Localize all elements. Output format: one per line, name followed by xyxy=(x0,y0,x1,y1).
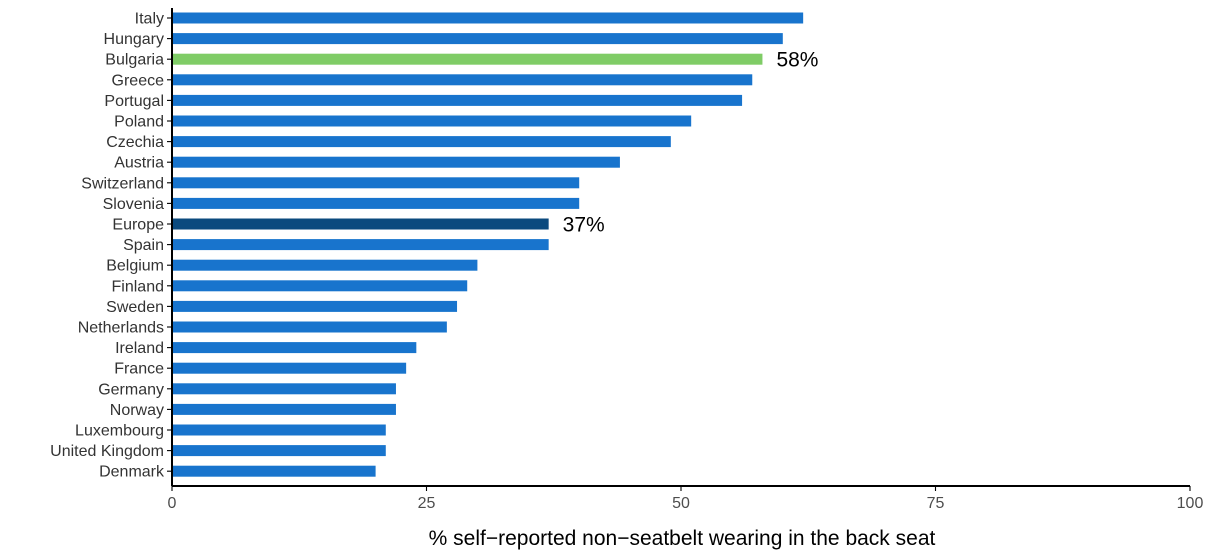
y-tick-label-switzerland: Switzerland xyxy=(81,175,164,192)
bar-luxembourg xyxy=(172,424,386,436)
x-axis: 0 25 50 75 100 xyxy=(168,485,1204,512)
bar-greece xyxy=(172,74,753,86)
y-tick-label-sweden: Sweden xyxy=(106,299,164,316)
bar-belgium xyxy=(172,259,478,271)
bar-hungary xyxy=(172,33,783,45)
y-tick-label-poland: Poland xyxy=(114,114,164,131)
y-tick-label-hungary: Hungary xyxy=(104,31,164,48)
y-tick-label-luxembourg: Luxembourg xyxy=(75,423,164,440)
data-label-europe: 37% xyxy=(563,214,605,237)
bar-portugal xyxy=(172,94,743,106)
x-axis-label: % self−reported non−seatbelt wearing in … xyxy=(429,527,936,550)
bar-austria xyxy=(172,156,620,168)
bar-czechia xyxy=(172,136,671,148)
bar-norway xyxy=(172,403,396,415)
bar-netherlands xyxy=(172,321,447,333)
y-tick-label-finland: Finland xyxy=(112,278,164,295)
bar-ireland xyxy=(172,342,417,354)
y-tick-label-belgium: Belgium xyxy=(106,258,164,275)
bars-group xyxy=(172,12,804,477)
y-tick-label-netherlands: Netherlands xyxy=(78,320,164,337)
y-tick-label-norway: Norway xyxy=(110,402,164,419)
data-label-bulgaria: 58% xyxy=(776,49,818,72)
bar-switzerland xyxy=(172,177,580,189)
y-axis: Italy Hungary Bulgaria Greece Portugal Poland… xyxy=(50,8,173,486)
bar-finland xyxy=(172,280,468,292)
x-tick-label-0: 0 xyxy=(168,495,177,512)
bar-germany xyxy=(172,383,396,395)
x-tick-label-25: 25 xyxy=(418,495,436,512)
bar-france xyxy=(172,362,407,374)
x-tick-label-75: 75 xyxy=(927,495,945,512)
x-tick-label-100: 100 xyxy=(1177,495,1204,512)
y-tick-label-united-kingdom: United Kingdom xyxy=(50,443,164,460)
y-tick-label-greece: Greece xyxy=(112,72,165,89)
y-tick-label-slovenia: Slovenia xyxy=(103,196,164,213)
data-labels-group: 58% 37% xyxy=(563,49,819,237)
y-tick-label-austria: Austria xyxy=(114,155,164,172)
y-tick-label-spain: Spain xyxy=(123,237,164,254)
y-tick-label-portugal: Portugal xyxy=(104,93,164,110)
bar-sweden xyxy=(172,300,458,312)
bar-spain xyxy=(172,239,549,251)
y-tick-label-europe: Europe xyxy=(112,217,164,234)
bar-poland xyxy=(172,115,692,127)
bar-slovenia xyxy=(172,197,580,209)
x-tick-label-50: 50 xyxy=(672,495,690,512)
y-tick-label-bulgaria: Bulgaria xyxy=(105,52,164,69)
y-tick-label-denmark: Denmark xyxy=(99,464,165,481)
bar-denmark xyxy=(172,465,376,477)
bar-europe xyxy=(172,218,549,230)
y-tick-label-france: France xyxy=(114,361,164,378)
y-tick-label-ireland: Ireland xyxy=(115,340,164,357)
bar-united-kingdom xyxy=(172,445,386,457)
y-tick-label-germany: Germany xyxy=(98,381,164,398)
bar-bulgaria xyxy=(172,53,763,65)
bar-italy xyxy=(172,12,804,24)
y-tick-label-czechia: Czechia xyxy=(106,134,164,151)
y-tick-label-italy: Italy xyxy=(135,11,164,28)
